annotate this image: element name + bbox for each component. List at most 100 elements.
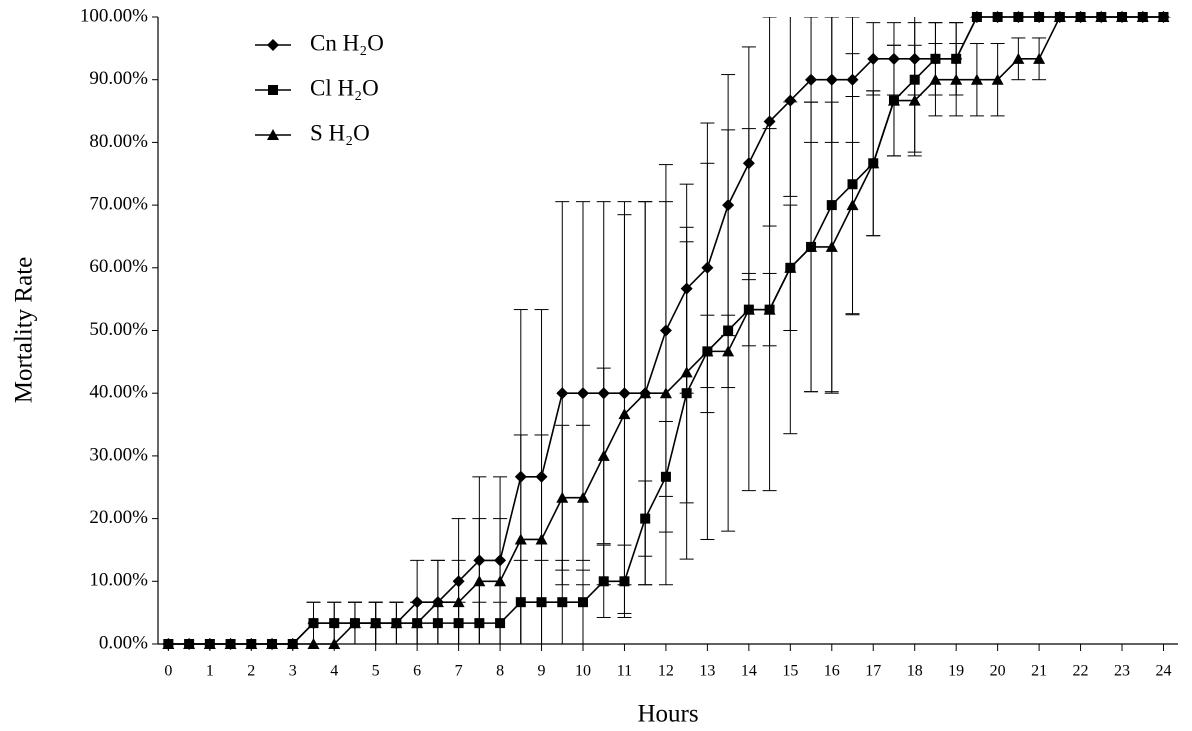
marker — [577, 387, 589, 400]
legend-label: S H₂O — [310, 120, 370, 145]
marker — [722, 199, 735, 212]
marker — [473, 575, 486, 587]
marker — [951, 53, 962, 64]
marker — [308, 618, 319, 629]
marker — [1074, 11, 1087, 22]
marker — [597, 449, 610, 461]
marker — [1012, 52, 1025, 64]
y-tick-label: 10.00% — [89, 570, 148, 591]
marker — [846, 73, 859, 86]
marker — [867, 157, 880, 169]
x-tick-label: 10 — [575, 663, 591, 680]
marker — [390, 617, 403, 629]
marker — [431, 596, 444, 608]
marker — [183, 638, 196, 649]
marker — [929, 73, 942, 85]
y-tick-label: 20.00% — [89, 507, 148, 528]
marker — [1095, 11, 1108, 22]
marker — [494, 554, 507, 567]
y-tick-label: 90.00% — [89, 68, 148, 89]
x-tick-label: 12 — [658, 663, 674, 680]
x-tick-label: 4 — [330, 663, 338, 680]
marker — [578, 597, 588, 608]
marker — [329, 618, 340, 629]
x-tick-label: 14 — [741, 663, 757, 680]
marker — [267, 39, 279, 51]
y-tick-label: 70.00% — [89, 193, 148, 214]
marker — [681, 388, 692, 399]
marker — [618, 408, 631, 420]
marker — [992, 12, 1003, 22]
x-tick-label: 20 — [990, 663, 1006, 680]
y-tick-label: 100.00% — [80, 5, 148, 26]
x-tick-label: 1 — [206, 663, 214, 680]
marker — [1116, 11, 1129, 22]
marker — [619, 576, 630, 587]
marker — [909, 74, 920, 85]
marker — [971, 12, 982, 22]
x-tick-label: 18 — [907, 663, 923, 680]
marker — [722, 345, 735, 357]
marker — [908, 52, 921, 65]
x-tick-label: 3 — [289, 663, 297, 680]
marker — [245, 638, 258, 649]
marker — [701, 261, 714, 274]
marker — [474, 618, 485, 629]
x-axis-title: Hours — [637, 701, 698, 728]
plot-area — [161, 17, 1171, 645]
marker — [826, 200, 837, 211]
marker — [640, 513, 651, 524]
marker — [266, 638, 279, 649]
y-axis-title: Mortality Rate — [11, 257, 38, 404]
marker — [473, 554, 486, 567]
legend-label: Cl H₂O — [310, 75, 379, 100]
marker — [659, 387, 672, 399]
x-tick-label: 7 — [455, 663, 463, 680]
marker — [805, 240, 818, 252]
marker — [535, 533, 548, 545]
marker — [763, 303, 776, 315]
x-tick-label: 8 — [496, 663, 504, 680]
marker — [930, 53, 941, 64]
marker — [286, 638, 299, 649]
marker — [1136, 11, 1149, 22]
marker — [515, 597, 526, 608]
x-tick-label: 23 — [1114, 663, 1130, 680]
y-tick-label: 0.00% — [99, 632, 148, 653]
y-tick-label: 80.00% — [89, 131, 148, 152]
y-tick-label: 60.00% — [89, 256, 148, 277]
marker — [495, 618, 506, 629]
marker — [763, 115, 776, 128]
marker — [494, 575, 507, 587]
marker — [267, 129, 279, 140]
marker — [369, 617, 382, 629]
marker — [557, 597, 568, 608]
marker — [162, 638, 175, 649]
marker — [618, 387, 631, 400]
marker — [452, 575, 465, 588]
x-tick-label: 13 — [699, 663, 715, 680]
marker — [536, 597, 547, 608]
marker — [825, 240, 838, 252]
marker — [1053, 11, 1066, 22]
marker — [452, 596, 465, 608]
y-tick-label: 50.00% — [89, 319, 148, 340]
marker — [514, 533, 527, 545]
marker — [680, 366, 693, 378]
x-tick-label: 15 — [782, 663, 798, 680]
marker — [659, 324, 672, 337]
y-tick-label: 30.00% — [89, 444, 148, 465]
marker — [701, 345, 714, 357]
marker — [825, 73, 838, 86]
marker — [224, 638, 237, 649]
x-tick-label: 19 — [948, 663, 964, 680]
marker — [1157, 11, 1170, 22]
marker — [846, 199, 859, 211]
x-tick-label: 21 — [1031, 663, 1047, 680]
marker — [950, 73, 963, 85]
marker — [847, 179, 858, 190]
marker — [908, 94, 921, 106]
x-tick-label: 16 — [824, 663, 840, 680]
marker — [535, 470, 548, 483]
